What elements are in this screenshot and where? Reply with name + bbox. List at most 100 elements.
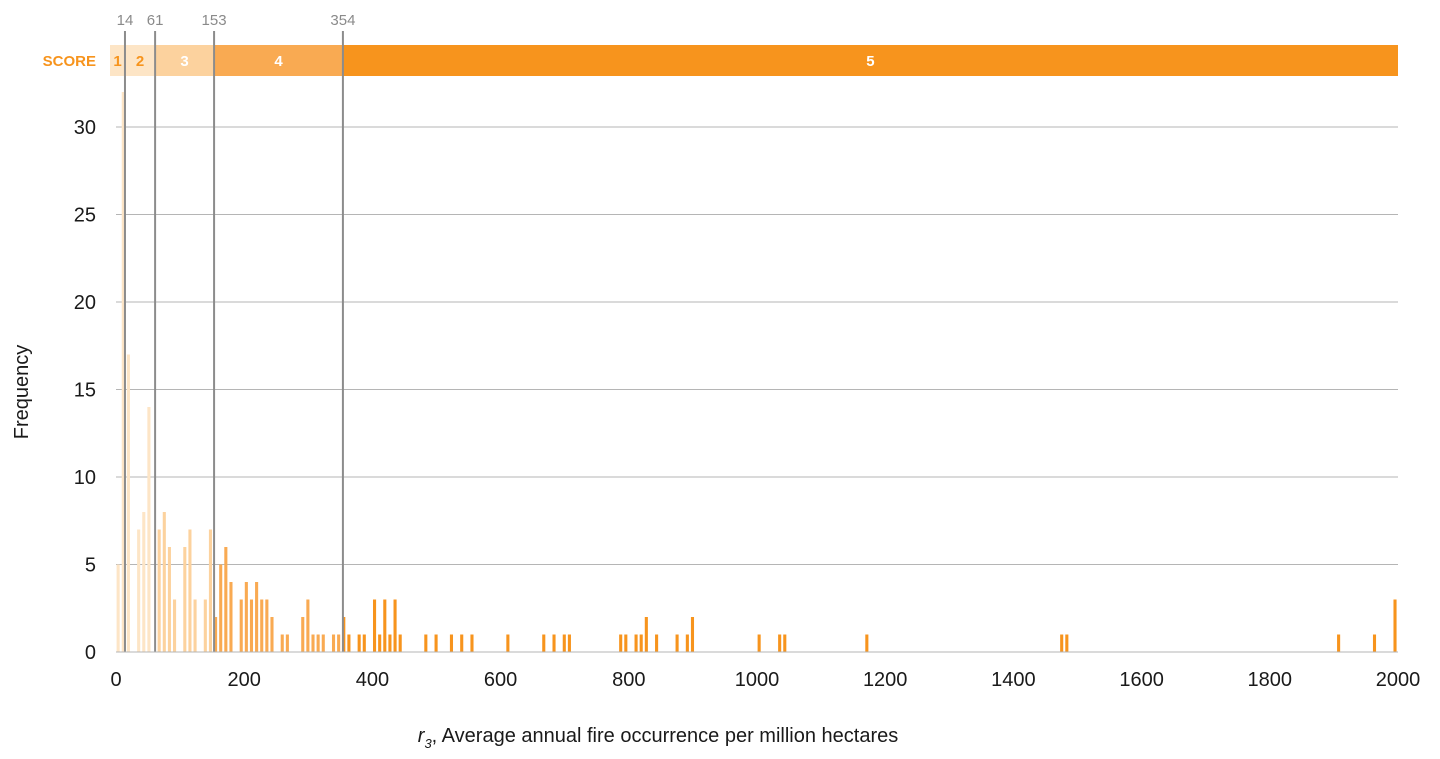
histogram-bar (311, 635, 314, 653)
threshold-label: 153 (202, 12, 227, 29)
histogram-bar (691, 617, 694, 652)
x-axis-title-text: , Average annual fire occurrence per mil… (432, 725, 899, 747)
score-segment-label: 5 (866, 53, 874, 70)
x-tick-label: 1800 (1248, 669, 1293, 691)
x-tick-label: 200 (228, 669, 261, 691)
histogram-bar (147, 407, 150, 652)
score-label: SCORE (43, 53, 96, 70)
x-tick-label: 400 (356, 669, 389, 691)
histogram-bar (645, 617, 648, 652)
histogram-bar (286, 635, 289, 653)
threshold-label: 14 (117, 12, 134, 29)
x-tick-label: 600 (484, 669, 517, 691)
histogram-bar (332, 635, 335, 653)
histogram-bar (686, 635, 689, 653)
histogram-bar (245, 582, 248, 652)
gridlines (116, 127, 1398, 565)
histogram-bar (158, 530, 161, 653)
histogram-bar (265, 600, 268, 653)
histogram-bar (373, 600, 376, 653)
x-axis-ticks: 0 200 400 600 800 1000 1200 1400 1600 1800 2000 (110, 669, 1420, 691)
histogram-bar (163, 512, 166, 652)
y-tick-label: 15 (74, 380, 96, 402)
histogram-bar (563, 635, 566, 653)
y-axis-title: Frequency (11, 345, 33, 440)
y-tick-label: 0 (85, 642, 96, 664)
histogram-bar (1337, 635, 1340, 653)
threshold-label: 61 (147, 12, 164, 29)
score-bar: SCORE 1 2 3 4 5 (43, 45, 1398, 76)
histogram-bar (317, 635, 320, 653)
histogram-bar (142, 512, 145, 652)
histogram-bar (137, 530, 140, 653)
histogram-bar (260, 600, 263, 653)
histogram-bar (383, 600, 386, 653)
histogram-bar (778, 635, 781, 653)
histogram-bar (224, 547, 227, 652)
histogram-bar (640, 635, 643, 653)
histogram-bar (1393, 600, 1396, 653)
score-segment-label: 4 (274, 53, 283, 70)
y-tick-label: 25 (74, 205, 96, 227)
histogram-bar (655, 635, 658, 653)
y-tick-label: 30 (74, 117, 96, 139)
score-segment-label: 3 (180, 53, 188, 70)
histogram-bars (117, 92, 1397, 652)
histogram-bar (399, 635, 402, 653)
histogram-bar (168, 547, 171, 652)
threshold-label: 354 (330, 12, 355, 29)
histogram-bar (470, 635, 473, 653)
histogram-bar (240, 600, 243, 653)
histogram-bar (758, 635, 761, 653)
score-segment-label: 2 (136, 53, 144, 70)
histogram-bar (619, 635, 622, 653)
x-tick-label: 1600 (1119, 669, 1164, 691)
histogram-bar (337, 635, 340, 653)
histogram-bar (568, 635, 571, 653)
threshold-lines: 14 61 153 354 (117, 12, 356, 652)
histogram-bar (506, 635, 509, 653)
histogram-bar (194, 600, 197, 653)
histogram-bar (183, 547, 186, 652)
histogram-bar (117, 565, 120, 653)
histogram-bar (542, 635, 545, 653)
x-tick-label: 1000 (735, 669, 780, 691)
histogram-bar (363, 635, 366, 653)
x-tick-label: 800 (612, 669, 645, 691)
histogram-bar (424, 635, 427, 653)
x-tick-label: 2000 (1376, 669, 1421, 691)
y-tick-label: 20 (74, 292, 96, 314)
histogram-bar (1065, 635, 1068, 653)
histogram-bar (378, 635, 381, 653)
histogram-bar (127, 355, 130, 653)
histogram-bar (783, 635, 786, 653)
y-tick-label: 10 (74, 467, 96, 489)
histogram-bar (281, 635, 284, 653)
y-tick-label: 5 (85, 555, 96, 577)
histogram-bar (624, 635, 627, 653)
histogram-bar (435, 635, 438, 653)
histogram-bar (219, 565, 222, 653)
x-axis-title: r3, Average annual fire occurrence per m… (418, 725, 898, 751)
x-tick-label: 0 (110, 669, 121, 691)
histogram-bar (173, 600, 176, 653)
x-tick-label: 1200 (863, 669, 908, 691)
histogram-bar (347, 635, 350, 653)
score-segment-label: 1 (113, 53, 121, 70)
histogram-bar (322, 635, 325, 653)
histogram-bar (306, 600, 309, 653)
histogram-bar (209, 530, 212, 653)
histogram-bar (255, 582, 258, 652)
histogram-bar (270, 617, 273, 652)
histogram-bar (250, 600, 253, 653)
histogram-bar (388, 635, 391, 653)
histogram-bar (450, 635, 453, 653)
histogram-bar (358, 635, 361, 653)
histogram-bar (635, 635, 638, 653)
histogram-bar (301, 617, 304, 652)
histogram-bar (552, 635, 555, 653)
histogram-bar (394, 600, 397, 653)
histogram-bar (865, 635, 868, 653)
y-axis-ticks: 0 5 10 15 20 25 30 (74, 117, 96, 664)
